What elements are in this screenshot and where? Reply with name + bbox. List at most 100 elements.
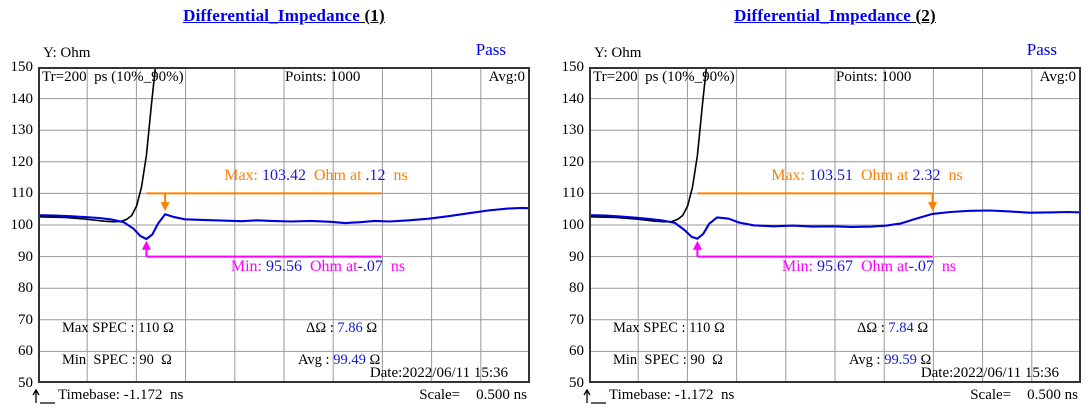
panel-title-number: (1)	[360, 6, 385, 25]
y-tick-label: 110	[562, 185, 584, 202]
min-spec-readout: Min SPEC : 90 Ω	[613, 352, 723, 368]
scale-value: 0.500 ns	[1027, 387, 1078, 403]
avg-ohm-readout: Avg : 99.59 Ω	[849, 352, 931, 369]
averaging-readout: Avg:0	[488, 69, 525, 85]
rise-time-readout: Tr=200 ps (10%_90%)	[593, 69, 735, 85]
date-stamp: Date:2022/06/11 15:36	[920, 365, 1059, 381]
avg-label: Avg :	[298, 352, 334, 368]
avg-value: 99.49	[333, 352, 366, 368]
delta-ohm-readout: ΔΩ : 7.86 Ω	[306, 320, 377, 337]
y-tick-label: 80	[18, 280, 33, 297]
y-tick-label: 50	[18, 375, 33, 391]
min-value: 95.67	[817, 258, 853, 275]
max-mid-text: Ohm at	[306, 167, 366, 184]
min-annotation: Min: 95.56 Ohm at-.07 ns	[184, 258, 452, 276]
delta-unit: Ω	[913, 320, 929, 336]
panel-title: Differential_Impedance (2)	[589, 6, 1081, 26]
delta-value: 7.84	[888, 320, 914, 336]
y-tick-label: 100	[561, 217, 585, 233]
min-unit: ns	[382, 258, 406, 275]
panel-title-number: (2)	[911, 6, 936, 25]
rise-time-readout: Tr=200 ps (10%_90%)	[42, 69, 184, 85]
y-tick-label: 80	[569, 280, 584, 297]
scale-value: 0.500 ns	[476, 387, 527, 403]
max-label: Max:	[224, 167, 262, 184]
panel-title: Differential_Impedance (1)	[38, 6, 530, 26]
min-mid-text: Ohm at	[302, 258, 358, 275]
max-spec-readout: Max SPEC : 110 Ω	[62, 320, 174, 336]
y-tick-label: 50	[569, 375, 584, 391]
max-annotation: Max: 103.42 Ohm at .12 ns	[180, 167, 452, 185]
y-axis-tick-labels: 150 140 130 120 110 100 90 80 70 60 50	[0, 0, 34, 414]
impedance-panel-2: Differential_Impedance (2) Pass Y: Ohm 1…	[551, 0, 1091, 414]
avg-unit: Ω	[916, 352, 932, 368]
y-tick-label: 150	[561, 59, 585, 75]
min-spec-readout: Min SPEC : 90 Ω	[62, 352, 172, 368]
scale-label: Scale=	[419, 387, 461, 403]
scale-readout: Scale= 0.500 ns	[589, 387, 1078, 404]
delta-label: ΔΩ :	[857, 320, 889, 336]
y-axis-label: Y: Ohm	[594, 45, 642, 61]
min-unit: ns	[933, 258, 957, 275]
delta-ohm-readout: ΔΩ : 7.84 Ω	[857, 320, 928, 337]
timebase-reference-icon	[32, 388, 55, 404]
max-spec-readout: Max SPEC : 110 Ω	[613, 320, 725, 336]
delta-label: ΔΩ :	[306, 320, 338, 336]
avg-unit: Ω	[365, 352, 381, 368]
panel-title-main: Differential_Impedance	[183, 6, 360, 25]
min-time: -.07	[908, 258, 934, 275]
y-axis-tick-labels: 150 140 130 120 110 100 90 80 70 60 50	[551, 0, 585, 414]
waveform-chart	[38, 67, 530, 383]
delta-value: 7.86	[337, 320, 363, 336]
min-label: Min:	[781, 258, 817, 275]
averaging-readout: Avg:0	[1039, 69, 1076, 85]
min-mid-text: Ohm at	[853, 258, 909, 275]
y-tick-label: 110	[11, 185, 33, 202]
min-label: Min:	[230, 258, 266, 275]
y-axis-label: Y: Ohm	[43, 45, 91, 61]
pass-status-badge: Pass	[475, 40, 506, 59]
max-unit: ns	[940, 167, 963, 184]
pass-status-badge: Pass	[1026, 40, 1057, 59]
waveform-chart	[589, 67, 1081, 383]
panel-title-main: Differential_Impedance	[734, 6, 911, 25]
y-tick-label: 70	[569, 311, 584, 328]
min-annotation: Min: 95.67 Ohm at-.07 ns	[735, 258, 1003, 276]
avg-value: 99.59	[884, 352, 917, 368]
max-annotation: Max: 103.51 Ohm at 2.32 ns	[731, 167, 1003, 185]
max-mid-text: Ohm at	[853, 167, 913, 184]
timebase-readout: Timebase: -1.172 ns	[609, 387, 735, 403]
impedance-panel-1: Differential_Impedance (1) Pass Y: Ohm 1…	[0, 0, 545, 414]
y-tick-label: 130	[561, 122, 585, 139]
plot-area: Tr=200 ps (10%_90%) Points: 1000 Avg:0 M…	[589, 67, 1081, 383]
delta-unit: Ω	[362, 320, 378, 336]
min-value: 95.56	[266, 258, 302, 275]
points-readout: Points: 1000	[285, 69, 361, 85]
plot-area: Tr=200 ps (10%_90%) Points: 1000 Avg:0 M…	[38, 67, 530, 383]
max-label: Max:	[771, 167, 809, 184]
y-tick-label: 100	[10, 217, 34, 233]
y-tick-label: 60	[18, 343, 33, 360]
max-time: .12	[365, 167, 386, 184]
timebase-readout: Timebase: -1.172 ns	[58, 387, 184, 403]
date-stamp: Date:2022/06/11 15:36	[369, 365, 508, 381]
y-tick-label: 140	[10, 90, 34, 107]
y-tick-label: 150	[10, 59, 34, 75]
y-tick-label: 130	[10, 122, 34, 139]
max-time: 2.32	[912, 167, 941, 184]
max-value: 103.42	[262, 167, 306, 184]
points-readout: Points: 1000	[836, 69, 912, 85]
scale-label: Scale=	[970, 387, 1012, 403]
y-tick-label: 90	[18, 248, 33, 265]
avg-ohm-readout: Avg : 99.49 Ω	[298, 352, 380, 369]
y-tick-label: 90	[569, 248, 584, 265]
min-time: -.07	[357, 258, 383, 275]
y-tick-label: 120	[561, 153, 585, 170]
scale-readout: Scale= 0.500 ns	[38, 387, 527, 404]
y-tick-label: 140	[561, 90, 585, 107]
timebase-reference-icon	[583, 388, 606, 404]
avg-label: Avg :	[849, 352, 885, 368]
max-value: 103.51	[809, 167, 853, 184]
y-tick-label: 60	[569, 343, 584, 360]
